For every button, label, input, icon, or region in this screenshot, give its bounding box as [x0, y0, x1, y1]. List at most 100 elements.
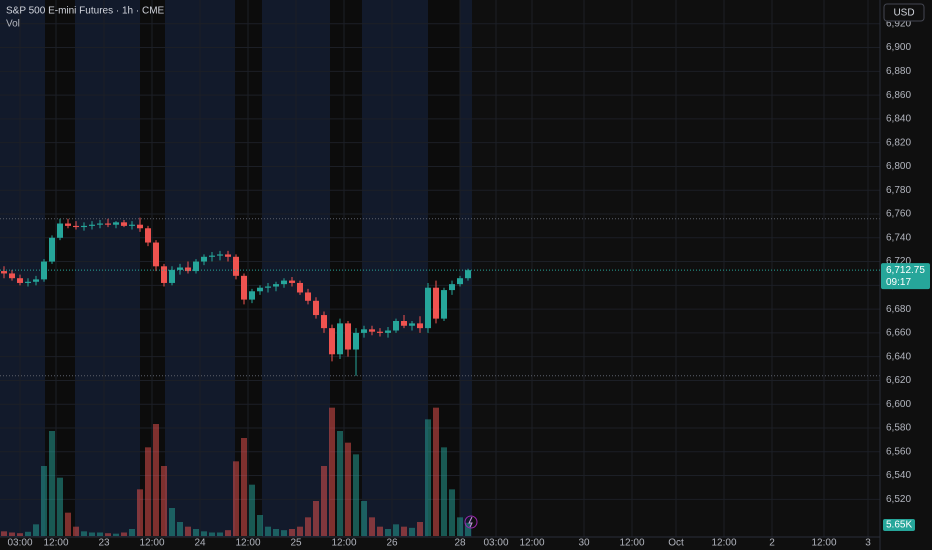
candle-body	[81, 225, 87, 228]
alert-bolt	[468, 516, 473, 528]
volume-bar	[321, 466, 327, 536]
candle-body	[113, 222, 119, 225]
y-tick-label: 6,680	[886, 304, 911, 315]
y-tick-label: 6,620	[886, 375, 911, 386]
volume-bar	[9, 532, 15, 536]
candle-body	[353, 332, 359, 350]
y-tick-label: 6,520	[886, 494, 911, 505]
candle-body	[209, 255, 215, 257]
candle-body	[297, 282, 303, 293]
x-tick-label: 12:00	[811, 538, 836, 549]
y-tick-label: 6,540	[886, 470, 911, 481]
candle-body	[241, 275, 247, 300]
x-tick-label: Oct	[668, 538, 684, 549]
currency-label[interactable]: USD	[893, 8, 914, 19]
y-tick-label: 6,900	[886, 42, 911, 53]
y-tick-label: 6,880	[886, 66, 911, 77]
volume-layer	[1, 407, 471, 536]
x-tick-label: 30	[578, 538, 590, 549]
y-tick-label: 6,600	[886, 399, 911, 410]
candle-body	[105, 223, 111, 225]
volume-bar	[337, 431, 343, 536]
last-volume-label: 5.65K	[886, 520, 912, 531]
candle-body	[121, 222, 127, 226]
alert-icon[interactable]	[464, 515, 478, 529]
y-tick-label: 6,760	[886, 209, 911, 220]
volume-bar	[273, 529, 279, 536]
y-tick-label: 6,720	[886, 256, 911, 267]
candle-body	[57, 223, 63, 238]
volume-bar	[137, 489, 143, 536]
volume-bar	[457, 517, 463, 536]
volume-bar	[49, 431, 55, 536]
x-tick-label: 03:00	[483, 538, 508, 549]
candle-body	[153, 242, 159, 267]
volume-bar	[249, 484, 255, 536]
candle-body	[273, 284, 279, 287]
volume-bar	[81, 531, 87, 536]
axes: 6,920 6,900 6,880 6,860 6,840 6,820 6,800 6,780…	[0, 18, 930, 549]
candle-body	[425, 287, 431, 329]
chart-title: S&P 500 E-mini Futures · 1h · CME	[6, 6, 165, 17]
candle-body	[97, 223, 103, 225]
volume-bar	[417, 522, 423, 536]
candle-body	[449, 284, 455, 291]
x-tick-label: 23	[98, 538, 110, 549]
candle-body	[377, 331, 383, 333]
grid	[0, 0, 880, 537]
volume-bar	[57, 477, 63, 536]
candle-body	[337, 323, 343, 355]
x-tick-label: 12:00	[619, 538, 644, 549]
volume-bar	[97, 532, 103, 536]
volume-bar	[305, 517, 311, 536]
candle-body	[457, 278, 463, 285]
volume-bar	[233, 461, 239, 536]
candle-body	[217, 254, 223, 256]
y-tick-label: 6,660	[886, 328, 911, 339]
candle-body	[321, 315, 327, 329]
volume-bar	[201, 531, 207, 536]
currency-button[interactable]	[883, 3, 925, 22]
candle-body	[193, 261, 199, 272]
y-tick-label: 6,640	[886, 351, 911, 362]
last-price-box	[881, 263, 930, 290]
volume-bar	[169, 508, 175, 536]
volume-bar	[113, 533, 119, 536]
x-tick-label: 12:00	[235, 538, 260, 549]
y-tick-label: 6,560	[886, 446, 911, 457]
volume-bar	[129, 529, 135, 536]
candle-body	[465, 270, 471, 279]
x-tick-label: 12:00	[711, 538, 736, 549]
volume-bar	[145, 447, 151, 536]
volume-bar	[1, 531, 7, 536]
x-tick-label: 28	[454, 538, 466, 549]
candle-body	[313, 300, 319, 316]
volume-bar	[401, 526, 407, 536]
volume-bar	[257, 515, 263, 536]
volume-bar	[177, 522, 183, 536]
candle-body	[289, 280, 295, 283]
candle-body	[417, 323, 423, 329]
volume-bar	[345, 442, 351, 536]
candle-body	[49, 237, 55, 262]
volume-bar	[241, 438, 247, 536]
y-tick-label: 6,740	[886, 232, 911, 243]
candle-body	[145, 228, 151, 243]
candle-body	[161, 266, 167, 283]
volume-bar	[409, 527, 415, 536]
candle-body	[401, 321, 407, 326]
volume-bar	[193, 529, 199, 536]
candle-body	[345, 323, 351, 350]
volume-bar	[281, 530, 287, 536]
x-tick-label: 25	[290, 538, 302, 549]
volume-bar	[297, 526, 303, 536]
x-tick-label: 12:00	[139, 538, 164, 549]
volume-label: Vol	[6, 19, 20, 30]
y-tick-label: 6,780	[886, 185, 911, 196]
x-tick-label: 12:00	[331, 538, 356, 549]
y-tick-label: 6,860	[886, 90, 911, 101]
candle-body	[41, 261, 47, 280]
volume-bar	[73, 526, 79, 536]
volume-bar	[121, 532, 127, 536]
volume-bar	[377, 526, 383, 536]
